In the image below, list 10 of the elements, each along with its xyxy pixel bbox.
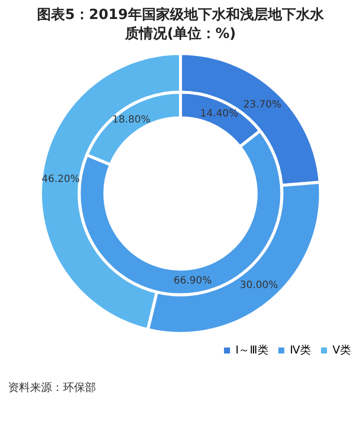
data-label: 18.80% bbox=[112, 114, 150, 126]
legend-label: Ⅴ类 bbox=[332, 343, 352, 356]
legend-label: Ⅰ～Ⅲ类 bbox=[235, 343, 268, 356]
data-label: 23.70% bbox=[243, 99, 282, 110]
data-label: 66.90% bbox=[174, 276, 212, 287]
data-label: 30.00% bbox=[240, 280, 278, 291]
chart-title: 图表5：2019年国家级地下水和浅层地下水水质情况(单位：%) bbox=[36, 6, 325, 44]
text: 资料来源：环保部 bbox=[8, 380, 96, 395]
data-label: 14.40% bbox=[200, 108, 238, 120]
legend-label: Ⅳ类 bbox=[290, 343, 311, 356]
